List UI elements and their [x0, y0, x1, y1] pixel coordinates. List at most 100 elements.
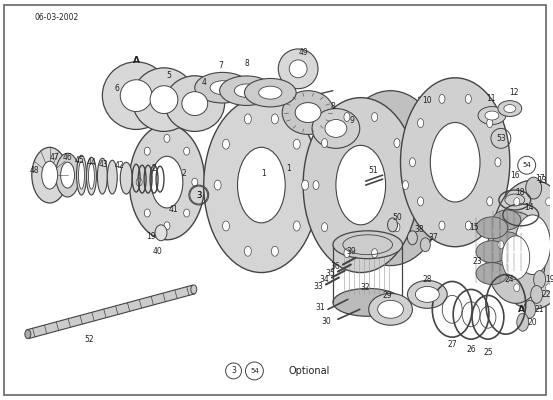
Ellipse shape [303, 98, 419, 272]
Text: 8: 8 [244, 59, 249, 68]
Text: 22: 22 [542, 290, 551, 299]
Ellipse shape [244, 114, 251, 124]
Ellipse shape [120, 162, 132, 194]
Ellipse shape [476, 217, 508, 239]
Text: 28: 28 [422, 275, 432, 284]
Text: 9: 9 [349, 116, 354, 125]
Ellipse shape [184, 209, 190, 217]
Text: 33: 33 [313, 282, 323, 291]
Ellipse shape [120, 80, 152, 112]
Ellipse shape [301, 180, 309, 190]
Text: 1: 1 [286, 164, 290, 173]
Text: 10: 10 [422, 96, 432, 105]
Ellipse shape [336, 145, 385, 225]
Text: 25: 25 [483, 348, 493, 356]
Ellipse shape [372, 249, 378, 258]
Ellipse shape [491, 180, 553, 309]
Text: 1: 1 [261, 169, 266, 178]
Text: 48: 48 [30, 166, 40, 175]
Ellipse shape [344, 112, 350, 122]
Ellipse shape [394, 138, 400, 148]
Ellipse shape [333, 91, 448, 266]
Text: 50: 50 [393, 213, 403, 222]
Ellipse shape [517, 313, 529, 331]
Text: 49: 49 [298, 48, 308, 58]
Ellipse shape [244, 78, 296, 107]
Ellipse shape [102, 62, 170, 130]
Text: 3: 3 [231, 366, 236, 376]
Ellipse shape [32, 147, 67, 203]
Ellipse shape [164, 222, 170, 230]
Ellipse shape [408, 280, 447, 308]
Ellipse shape [403, 181, 409, 190]
Ellipse shape [487, 119, 493, 128]
Ellipse shape [415, 286, 439, 302]
Ellipse shape [418, 197, 424, 206]
Text: 2: 2 [152, 164, 156, 173]
Ellipse shape [41, 161, 58, 189]
Text: 53: 53 [496, 134, 506, 143]
Ellipse shape [333, 231, 403, 259]
Ellipse shape [289, 60, 307, 78]
Text: 45: 45 [75, 156, 85, 165]
Ellipse shape [430, 122, 480, 202]
Text: 18: 18 [515, 188, 524, 196]
Ellipse shape [165, 76, 225, 132]
Text: 54: 54 [523, 162, 531, 168]
Ellipse shape [466, 94, 471, 103]
Text: 3: 3 [196, 190, 201, 200]
Ellipse shape [369, 294, 413, 325]
Text: 4: 4 [201, 78, 206, 87]
Polygon shape [27, 285, 195, 338]
Ellipse shape [132, 68, 196, 132]
Ellipse shape [495, 158, 501, 167]
Ellipse shape [56, 153, 80, 197]
Text: 11: 11 [486, 94, 495, 103]
Ellipse shape [322, 223, 327, 232]
Ellipse shape [514, 198, 520, 206]
Text: 32: 32 [361, 283, 371, 292]
Ellipse shape [144, 209, 150, 217]
Ellipse shape [282, 91, 334, 134]
Text: 47: 47 [50, 153, 60, 162]
Text: 24: 24 [504, 275, 514, 284]
Ellipse shape [498, 241, 504, 249]
Text: 2: 2 [181, 169, 186, 178]
Text: 31: 31 [315, 303, 325, 312]
Ellipse shape [278, 49, 318, 89]
Ellipse shape [244, 246, 251, 256]
Ellipse shape [293, 221, 300, 231]
Ellipse shape [388, 218, 398, 232]
Ellipse shape [372, 112, 378, 122]
Text: 39: 39 [346, 247, 356, 256]
Ellipse shape [204, 98, 319, 272]
Ellipse shape [493, 210, 521, 230]
Ellipse shape [97, 158, 107, 194]
Ellipse shape [313, 181, 319, 190]
Ellipse shape [394, 223, 400, 232]
Text: 42: 42 [114, 161, 124, 170]
Ellipse shape [312, 108, 360, 148]
Ellipse shape [531, 286, 542, 303]
Text: 12: 12 [509, 88, 519, 97]
Ellipse shape [478, 106, 506, 124]
Text: 8: 8 [331, 102, 335, 111]
Text: 46: 46 [62, 153, 72, 162]
Ellipse shape [476, 263, 508, 284]
Ellipse shape [272, 114, 278, 124]
Ellipse shape [195, 72, 251, 103]
Text: 51: 51 [368, 166, 378, 175]
Ellipse shape [420, 238, 430, 252]
Ellipse shape [546, 284, 551, 292]
Ellipse shape [439, 221, 445, 230]
Text: 7: 7 [218, 61, 223, 70]
Ellipse shape [466, 221, 471, 230]
Ellipse shape [502, 236, 530, 280]
Text: 23: 23 [472, 257, 482, 266]
Text: 52: 52 [85, 335, 94, 344]
Ellipse shape [378, 300, 404, 318]
Ellipse shape [333, 288, 403, 316]
Ellipse shape [234, 84, 259, 97]
Ellipse shape [476, 241, 508, 263]
Text: 37: 37 [429, 233, 438, 242]
